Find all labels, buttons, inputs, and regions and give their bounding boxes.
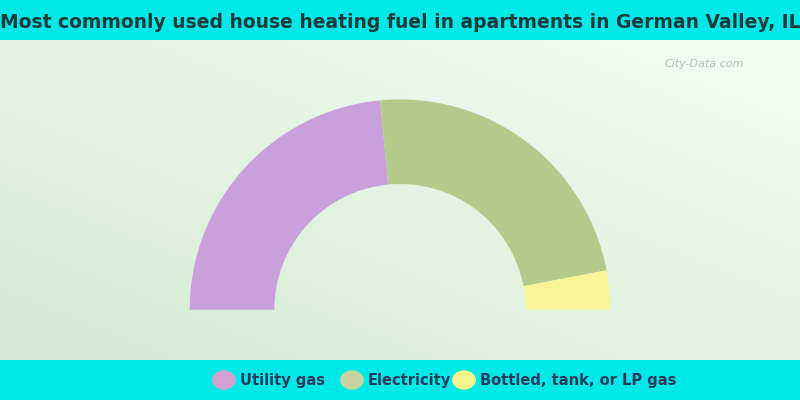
Text: City-Data.com: City-Data.com xyxy=(665,59,744,69)
Wedge shape xyxy=(380,100,606,286)
Wedge shape xyxy=(523,270,610,310)
Wedge shape xyxy=(190,100,388,310)
Text: Bottled, tank, or LP gas: Bottled, tank, or LP gas xyxy=(480,372,676,388)
Text: Electricity: Electricity xyxy=(368,372,451,388)
Text: Utility gas: Utility gas xyxy=(240,372,325,388)
Ellipse shape xyxy=(341,371,363,389)
Ellipse shape xyxy=(213,371,235,389)
Ellipse shape xyxy=(453,371,475,389)
Text: Most commonly used house heating fuel in apartments in German Valley, IL: Most commonly used house heating fuel in… xyxy=(0,12,800,32)
